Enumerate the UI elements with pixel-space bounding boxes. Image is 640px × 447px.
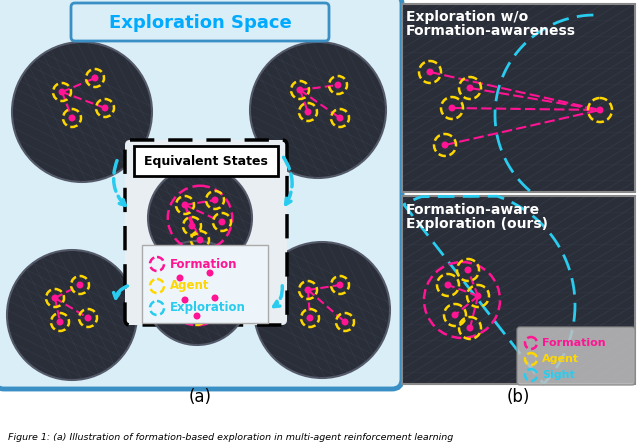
Text: Exploration (ours): Exploration (ours) [406,217,548,231]
Circle shape [7,250,137,380]
Circle shape [449,105,456,111]
Circle shape [342,319,349,325]
Text: Agent: Agent [170,279,209,292]
Circle shape [193,312,200,320]
Text: Formation-awareness: Formation-awareness [406,24,576,38]
Circle shape [250,42,386,178]
Circle shape [254,242,390,378]
FancyBboxPatch shape [125,140,287,325]
Circle shape [211,295,218,301]
Circle shape [148,166,252,270]
Circle shape [182,202,189,208]
FancyBboxPatch shape [142,245,268,323]
Circle shape [465,266,472,274]
Text: Exploration Space: Exploration Space [109,14,291,32]
Circle shape [335,81,342,89]
Circle shape [305,287,312,294]
Circle shape [102,105,109,111]
Text: Formation: Formation [542,338,605,348]
FancyBboxPatch shape [134,146,278,176]
Circle shape [56,319,63,325]
Circle shape [189,223,195,229]
Circle shape [12,42,152,182]
Text: Exploration w/o: Exploration w/o [406,10,528,24]
Text: Formation-aware: Formation-aware [406,203,540,217]
Text: Sight: Sight [542,370,575,380]
Text: Exploration: Exploration [170,301,246,315]
Circle shape [426,68,433,76]
Circle shape [467,325,474,332]
Circle shape [77,282,83,288]
Circle shape [84,315,92,321]
Circle shape [451,312,458,319]
Text: Agent: Agent [542,354,579,364]
Circle shape [442,142,449,148]
Text: (b): (b) [506,388,530,406]
Circle shape [596,106,604,114]
Bar [402,196,635,384]
Circle shape [196,236,204,244]
Circle shape [218,219,225,225]
Circle shape [58,89,65,96]
Circle shape [51,295,58,301]
Circle shape [182,296,189,304]
Circle shape [337,282,344,288]
Circle shape [296,87,303,93]
Text: Figure 1: (a) Illustration of formation-based exploration in multi-agent reinfor: Figure 1: (a) Illustration of formation-… [8,434,453,443]
Circle shape [445,282,451,288]
Circle shape [92,75,99,81]
Bar [402,196,635,384]
Circle shape [305,109,312,115]
Circle shape [307,315,314,321]
Circle shape [474,292,481,299]
Circle shape [467,84,474,92]
FancyBboxPatch shape [0,0,402,389]
FancyBboxPatch shape [71,3,329,41]
Circle shape [145,241,249,345]
Bar [402,4,635,192]
Text: (a): (a) [189,388,211,406]
Circle shape [177,274,184,282]
Circle shape [68,114,76,122]
Circle shape [337,114,344,122]
Circle shape [207,270,214,277]
Text: Equivalent States: Equivalent States [144,156,268,169]
Text: Formation: Formation [170,257,237,270]
FancyBboxPatch shape [517,327,635,385]
Circle shape [211,197,218,203]
Bar [402,4,635,192]
